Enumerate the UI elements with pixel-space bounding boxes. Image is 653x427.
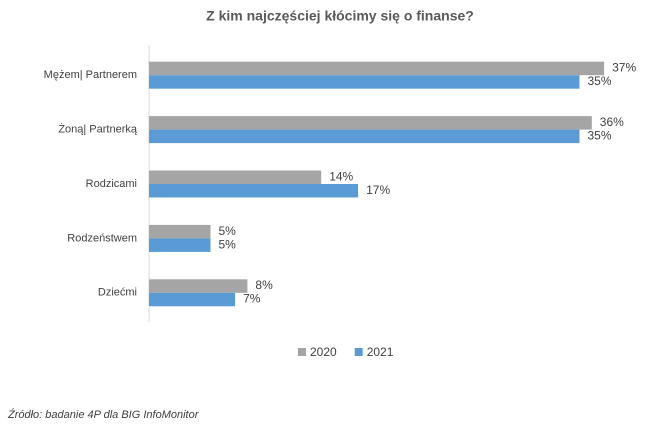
y-tick-label: Rodzeństwem bbox=[67, 232, 137, 244]
legend-label: 2020 bbox=[310, 345, 337, 359]
data-label: 14% bbox=[329, 169, 353, 183]
bar bbox=[149, 129, 580, 144]
data-label: 8% bbox=[255, 278, 273, 292]
data-label: 5% bbox=[219, 237, 237, 251]
y-tick-label: Dziećmi bbox=[98, 287, 137, 299]
y-tick-label: Mężem| Partnerem bbox=[44, 69, 137, 81]
bar bbox=[149, 170, 322, 184]
legend-label: 2021 bbox=[367, 345, 394, 359]
bar bbox=[149, 116, 592, 130]
bar bbox=[149, 75, 580, 89]
bar bbox=[149, 292, 236, 307]
bar bbox=[149, 238, 211, 252]
y-tick-label: Rodzicami bbox=[86, 178, 137, 190]
chart-title: Z kim najczęściej kłócimy się o finanse? bbox=[206, 8, 474, 24]
data-label: 36% bbox=[600, 115, 624, 129]
legend-swatch bbox=[354, 348, 363, 356]
data-label: 35% bbox=[588, 129, 612, 143]
source-note: Źródło: badanie 4P dla BIG InfoMonitor bbox=[7, 408, 200, 421]
bar bbox=[149, 279, 248, 293]
data-label: 37% bbox=[612, 61, 636, 75]
data-label: 35% bbox=[588, 74, 612, 88]
legend-swatch bbox=[298, 348, 306, 356]
data-label: 7% bbox=[243, 292, 261, 306]
data-label: 17% bbox=[366, 183, 390, 197]
data-label: 5% bbox=[219, 224, 237, 238]
y-tick-label: Żoną| Partnerką bbox=[58, 123, 138, 136]
bar bbox=[149, 224, 211, 239]
bar bbox=[149, 184, 359, 198]
bar bbox=[149, 61, 605, 76]
